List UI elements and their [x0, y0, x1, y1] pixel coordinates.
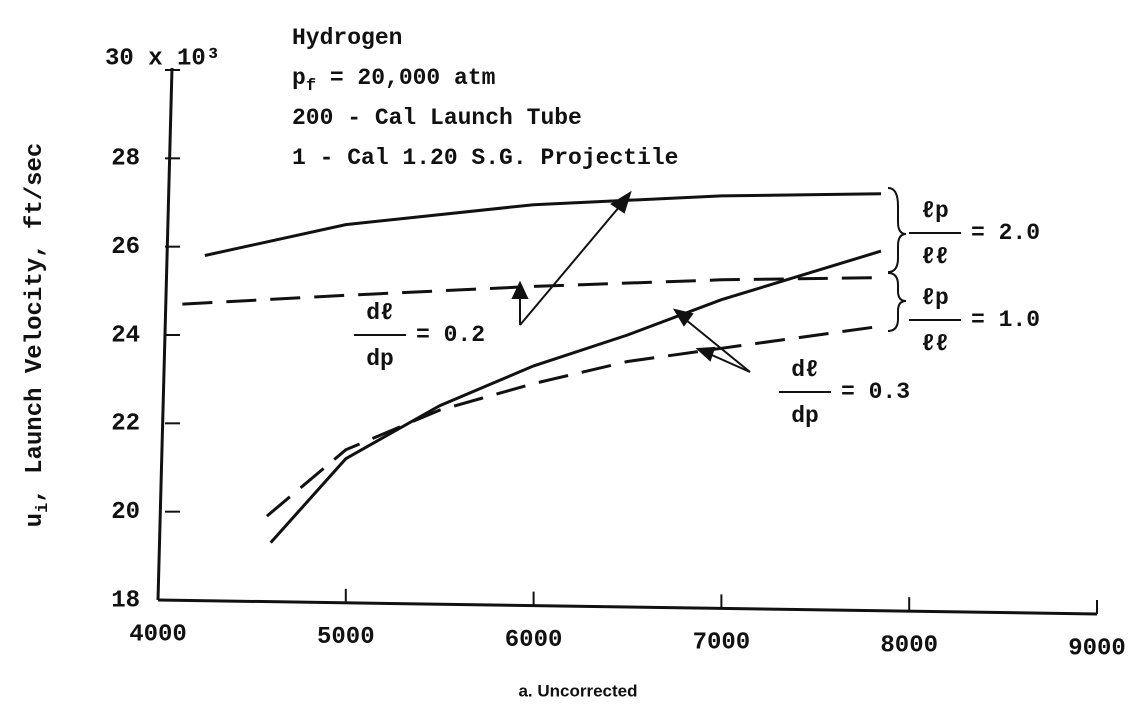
- annotation-text: = 0.2: [416, 322, 485, 348]
- y-tick-label: 22: [111, 411, 140, 438]
- note: 1 - Cal 1.20 S.G. Projectile: [292, 145, 678, 171]
- note-sub: f: [306, 77, 316, 96]
- annotation-denominator: dp: [791, 403, 819, 429]
- y-tick-label: 20: [111, 499, 140, 526]
- note-text: p: [292, 65, 306, 91]
- series-line: [269, 249, 882, 544]
- annotation-numerator: ℓp: [921, 285, 949, 311]
- note-text: 1 - Cal 1.20 S.G. Projectile: [292, 145, 678, 171]
- note-text: Hydrogen: [292, 25, 402, 51]
- x-axis: [157, 598, 1098, 616]
- note: pf = 20,000 atm: [292, 65, 495, 96]
- note-rest: = 20,000 atm: [316, 65, 495, 91]
- caption: a. Uncorrected: [518, 681, 637, 700]
- arrows: [511, 187, 907, 373]
- y-label-sub: i: [34, 503, 53, 513]
- annotation-text: = 1.0: [971, 307, 1040, 333]
- annotation-text: = 0.3: [841, 379, 910, 405]
- note: Hydrogen: [292, 25, 402, 51]
- annotation-numerator: ℓp: [921, 198, 949, 224]
- series-line: [265, 324, 882, 518]
- y-tick-label: 18: [111, 587, 140, 614]
- annotation-numerator: dℓ: [366, 300, 394, 326]
- x-tick-label: 6000: [505, 627, 563, 654]
- series-line: [182, 276, 882, 306]
- annotation-denominator: ℓℓ: [921, 244, 949, 270]
- x-tick-label: 8000: [880, 633, 938, 660]
- x-tick-label: 4000: [129, 621, 187, 648]
- annotation-denominator: dp: [366, 346, 394, 372]
- y-tick-label: 26: [111, 234, 140, 261]
- x-tick-label: 9000: [1068, 635, 1126, 662]
- annotation-text: = 2.0: [971, 220, 1040, 246]
- y-tick-label: 30 x 10³: [105, 45, 220, 72]
- annotation-numerator: dℓ: [791, 357, 819, 383]
- y-tick-label: 28: [111, 146, 140, 173]
- y-tick-label: 24: [111, 322, 140, 349]
- series-line: [204, 192, 882, 257]
- note: 200 - Cal Launch Tube: [292, 105, 582, 131]
- y-label-main: u: [22, 513, 49, 527]
- y-axis-label: ui, Launch Velocity, ft/sec: [22, 143, 53, 528]
- x-tick-label: 7000: [693, 630, 751, 657]
- annotation-denominator: ℓℓ: [921, 331, 949, 357]
- note-text: 200 - Cal Launch Tube: [292, 105, 582, 131]
- x-tick-label: 5000: [317, 624, 375, 651]
- y-label-rest: , Launch Velocity, ft/sec: [22, 143, 49, 503]
